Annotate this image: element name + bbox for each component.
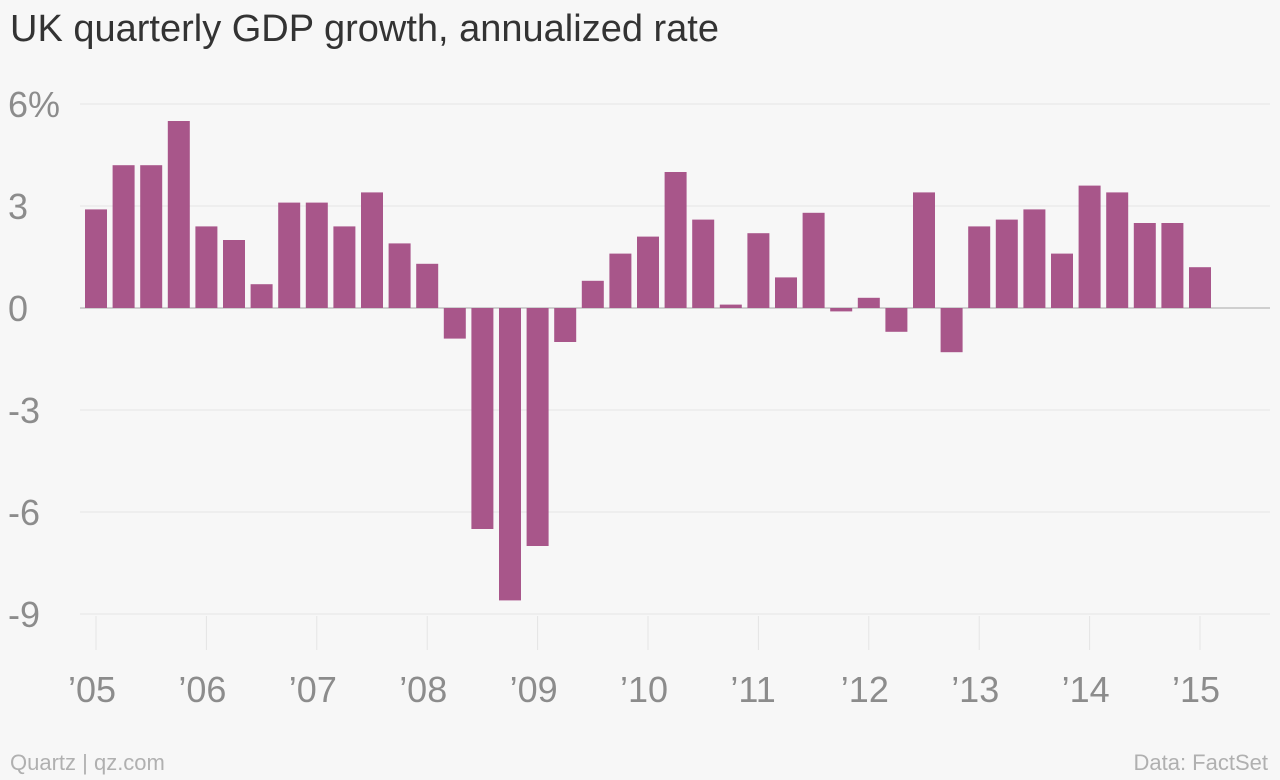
bar-2014-Q4 xyxy=(1161,223,1184,308)
bar-2010-Q1 xyxy=(637,236,659,308)
bar-2011-Q4 xyxy=(830,308,853,312)
bar-2007-Q1 xyxy=(305,202,328,308)
bar-2009-Q4 xyxy=(609,253,632,308)
bar-2006-Q3 xyxy=(250,284,273,308)
bar-2012-Q1 xyxy=(857,297,880,308)
bar-2013-Q1 xyxy=(968,226,991,308)
bar-2011-Q3 xyxy=(802,212,825,308)
bar-2014-Q3 xyxy=(1133,223,1156,308)
bar-2013-Q2 xyxy=(995,219,1018,308)
bar-2011-Q2 xyxy=(775,277,797,308)
source-credit: Quartz | qz.com xyxy=(10,750,165,775)
bar-2008-Q1 xyxy=(416,263,439,308)
y-tick-label: 0 xyxy=(8,288,28,329)
bar-2009-Q3 xyxy=(581,280,604,308)
x-tick-label: ’10 xyxy=(620,669,668,710)
x-tick-label: ’11 xyxy=(730,669,775,710)
x-tick-label: ’05 xyxy=(68,669,116,710)
axes: 6% 3 0 -3 -6 -9 ’05 ’06 ’07 ’08 ’09 ’10 ’11 ’12 ’13 ’14… xyxy=(8,84,1220,710)
bar-2011-Q1 xyxy=(747,233,770,308)
bar-2008-Q3 xyxy=(471,308,494,529)
bar-2005-Q2 xyxy=(112,165,135,308)
chart-title: UK quarterly GDP growth, annualized rate xyxy=(10,8,719,50)
y-tick-label: -9 xyxy=(8,594,40,635)
bar-2008-Q4 xyxy=(499,308,521,601)
bar-2010-Q2 xyxy=(664,172,687,308)
bar-2005-Q3 xyxy=(140,165,163,308)
bar-2007-Q4 xyxy=(388,243,411,308)
x-tick-label: ’06 xyxy=(178,669,226,710)
x-tick-label: ’08 xyxy=(399,669,447,710)
bar-2013-Q3 xyxy=(1023,209,1046,308)
bar-2005-Q4 xyxy=(167,121,190,308)
bar-2010-Q3 xyxy=(692,219,715,308)
x-tick-label: ’13 xyxy=(951,669,999,710)
bar-2007-Q2 xyxy=(333,226,356,308)
bar-2006-Q4 xyxy=(278,202,301,308)
x-tick-label: ’15 xyxy=(1172,669,1220,710)
bar-2005-Q1 xyxy=(85,209,107,308)
x-tick-label: ’07 xyxy=(289,669,337,710)
bar-2012-Q4 xyxy=(940,308,963,353)
bars xyxy=(85,121,1211,601)
y-tick-label: -3 xyxy=(8,390,40,431)
y-tick-label: 6% xyxy=(8,84,60,125)
bar-2014-Q1 xyxy=(1078,185,1101,308)
x-tick-label: ’12 xyxy=(841,669,889,710)
bar-2015-Q1 xyxy=(1189,267,1211,308)
bar-2009-Q1 xyxy=(526,308,549,546)
y-tick-label: 3 xyxy=(8,186,28,227)
y-tick-label: -6 xyxy=(8,492,40,533)
bar-2006-Q1 xyxy=(195,226,218,308)
data-source: Data: FactSet xyxy=(1133,750,1268,775)
x-tick-label: ’14 xyxy=(1062,669,1110,710)
x-tick-label: ’09 xyxy=(510,669,558,710)
bar-2007-Q3 xyxy=(361,192,383,308)
bar-2012-Q2 xyxy=(885,308,908,332)
bar-2014-Q2 xyxy=(1106,192,1129,308)
bar-2012-Q3 xyxy=(913,192,935,308)
bar-2006-Q2 xyxy=(223,240,245,308)
bar-2009-Q2 xyxy=(554,308,577,342)
bar-2010-Q4 xyxy=(719,304,742,308)
bar-2008-Q2 xyxy=(443,308,466,339)
bar-2013-Q4 xyxy=(1051,253,1073,308)
